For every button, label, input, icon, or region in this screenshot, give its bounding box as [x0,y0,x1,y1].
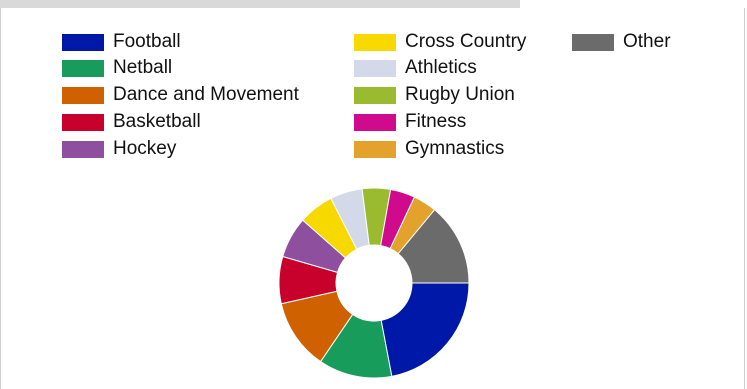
legend-label: Rugby Union [405,84,515,105]
legend-item-dance-and-movement: Dance and Movement [62,84,299,106]
legend-label: Gymnastics [405,138,505,159]
top-scroll-bar [0,0,520,8]
legend-item-football: Football [62,31,181,53]
legend-swatch [62,140,104,158]
legend-swatch [354,140,396,158]
legend-swatch [62,113,104,131]
legend-item-rugby-union: Rugby Union [354,84,515,106]
legend-label: Football [113,31,181,52]
legend-swatch [354,86,396,104]
chart-legend: Football Netball Dance and Movement Basketb… [0,0,747,170]
legend-item-cross-country: Cross Country [354,31,526,53]
legend-swatch [62,86,104,104]
legend-swatch [354,113,396,131]
legend-item-fitness: Fitness [354,111,466,133]
legend-item-netball: Netball [62,57,172,79]
legend-label: Cross Country [405,31,527,52]
legend-item-hockey: Hockey [62,138,176,160]
legend-label: Basketball [113,111,201,132]
donut-slice-football [380,282,470,377]
legend-label: Dance and Movement [113,84,299,105]
donut-slice-other [397,209,470,284]
legend-label: Hockey [113,138,177,159]
legend-item-gymnastics: Gymnastics [354,138,504,160]
legend-swatch [354,59,396,77]
legend-swatch [62,59,104,77]
legend-label: Athletics [405,57,477,78]
legend-item-basketball: Basketball [62,111,201,133]
legend-swatch [572,33,614,51]
legend-label: Fitness [405,111,467,132]
legend-item-athletics: Athletics [354,57,477,79]
legend-label: Netball [113,57,173,78]
chart-frame [0,8,745,389]
legend-swatch [62,33,104,51]
legend-item-other: Other [572,31,671,53]
legend-swatch [354,33,396,51]
legend-label: Other [623,31,671,52]
